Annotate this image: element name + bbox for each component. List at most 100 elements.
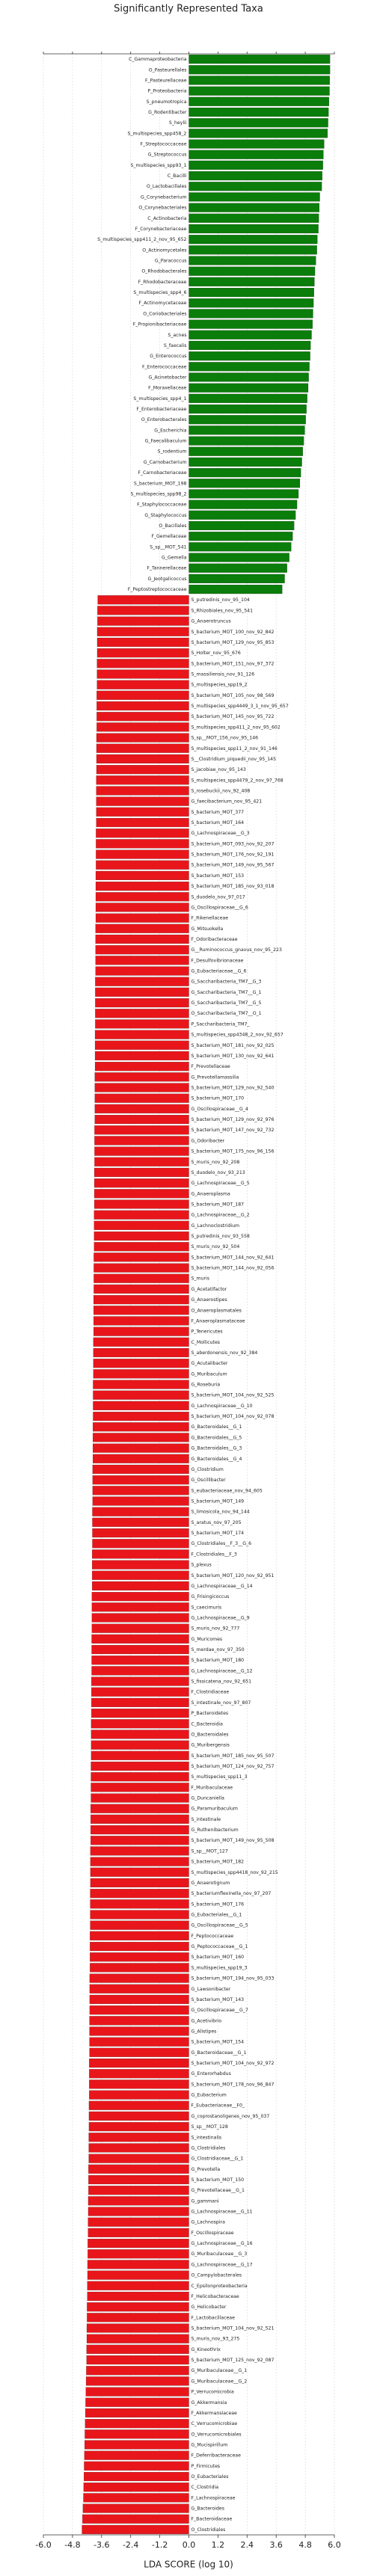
category-label: O_Saccharibacteria_TM7__O_1 <box>191 1011 262 1016</box>
category-label: S_bacterium_MOT_130_nov_92_641 <box>191 1054 275 1059</box>
category-label: S_bacterium_MOT_100_nov_92_842 <box>191 630 275 635</box>
category-label: G_Eubacteriales__G_1 <box>191 1913 242 1918</box>
bar <box>90 1931 189 1940</box>
category-label: G_Lachnospiraceae__G_14 <box>191 1584 253 1589</box>
category-label: S_bacteriumflexinella_nov_97_207 <box>191 1891 272 1896</box>
category-label: F_Propionibacteriaceae <box>133 322 187 328</box>
bar <box>96 860 189 870</box>
bar <box>188 542 292 552</box>
bar <box>94 1210 189 1220</box>
category-label: P_Firmicutes <box>191 2464 221 2469</box>
category-label: G_Lawsonibacter <box>191 1987 231 1992</box>
bar <box>88 2196 189 2206</box>
bar <box>89 1994 189 2004</box>
category-label: G_Muribaculaceae__G_1 <box>191 2368 248 2373</box>
bar <box>86 2355 189 2365</box>
category-label: S_muris_nov_92_504 <box>191 1244 240 1249</box>
bar <box>88 2133 189 2142</box>
category-label: F_Staphylococcaceae <box>137 502 187 508</box>
category-label: S_multispecies_spp4418_nov_92_215 <box>191 1870 278 1875</box>
bar <box>89 2005 189 2015</box>
category-label: G_Mucispirillum <box>191 2442 228 2447</box>
category-label: O_Anaeroplasmatales <box>191 1308 242 1313</box>
category-label: S_bacterium_MOT_176 <box>191 1902 245 1907</box>
bar <box>93 1369 189 1379</box>
bar <box>91 1634 189 1644</box>
bar <box>88 2239 189 2248</box>
bar <box>96 754 189 763</box>
category-label: F_Lactobacillaceae <box>191 2315 236 2320</box>
bar <box>95 913 189 923</box>
bar <box>87 2270 189 2280</box>
category-label: S_jacobiae_nov_95_143 <box>191 767 246 772</box>
bar <box>96 680 189 689</box>
category-label: G_Muribaculum <box>191 1371 227 1377</box>
bar <box>94 1316 189 1326</box>
bar <box>85 2419 189 2429</box>
bar <box>87 2281 189 2290</box>
category-label: G_Roseburia <box>191 1383 221 1388</box>
category-label: S_sp__MOT_127 <box>191 1848 228 1854</box>
category-label: S_bacterium_MOT_147_nov_92_732 <box>191 1128 275 1133</box>
category-label: S_bacterium_MOT_125_nov_92_087 <box>191 2358 275 2363</box>
bar <box>94 1295 189 1305</box>
bar <box>82 2503 189 2513</box>
category-label: S_multispecies_spp4_1 <box>133 396 186 402</box>
category-label: S_bacterium_MOT_124_nov_92_757 <box>191 1764 275 1769</box>
bar <box>92 1507 189 1516</box>
bar <box>96 786 189 796</box>
category-label: G_Jeotgalicoccus <box>147 577 186 582</box>
category-label: F_Rikenellaceae <box>191 916 229 921</box>
bar <box>91 1783 189 1792</box>
bar <box>89 1984 189 1994</box>
bar <box>88 2217 189 2227</box>
bar <box>95 966 189 976</box>
bar <box>188 520 295 531</box>
bar <box>94 1284 189 1294</box>
bar <box>91 1730 189 1739</box>
category-label: S_massiliensis_nov_91_126 <box>191 672 255 677</box>
category-label: S_bacterium_MOT_185_nov_93_018 <box>191 884 275 889</box>
category-label: S_bacterium_MOT_144_nov_92_641 <box>191 1255 275 1260</box>
bar <box>88 2249 189 2259</box>
bar <box>93 1380 189 1389</box>
bar <box>188 65 331 75</box>
category-label: F_Eubacteriaceae__F0_ <box>191 2103 245 2109</box>
bar <box>88 2164 189 2174</box>
bar <box>87 2260 189 2269</box>
bar <box>89 2016 189 2026</box>
category-label: O_Clostridiales <box>191 2527 226 2533</box>
bar <box>89 2069 189 2079</box>
x-tick-label: 2.4 <box>241 2540 254 2550</box>
bar <box>188 266 316 276</box>
bar <box>188 436 304 446</box>
category-label: S_muris_nov_93_275 <box>191 2337 240 2342</box>
category-label: S_bacterium_MOT_105_nov_98_569 <box>191 693 275 698</box>
x-tick-label: 4.8 <box>298 2540 312 2550</box>
category-label: F_Odoribacteraceae <box>191 937 238 942</box>
category-label: G_Carnobacterium <box>144 460 187 465</box>
category-label: S_bacterium_MOT_149 <box>191 1499 245 1504</box>
bar <box>188 150 324 159</box>
bar <box>188 446 303 456</box>
bar <box>91 1709 189 1718</box>
category-label: G_Saccharibacteria_TM7__G_1 <box>191 990 262 995</box>
category-label: F_Enterobacteriaceae <box>136 407 186 412</box>
category-label: O_Bacteroidales <box>191 1732 229 1737</box>
category-label: P_Verrucomicrobia <box>191 2390 234 2395</box>
bar <box>188 489 299 499</box>
category-label: F_Anaeroplasmataceae <box>191 1318 245 1324</box>
category-label: G_Lachnospiraceae__G_9 <box>191 1615 250 1620</box>
bar <box>88 2143 189 2153</box>
bar <box>93 1401 189 1410</box>
category-label: S_bacterium_MOT_181_nov_92_025 <box>191 1043 275 1048</box>
bar <box>96 807 189 817</box>
category-label: S_intestinalis <box>191 2135 222 2140</box>
category-label: G_Mitsuokella <box>191 926 224 932</box>
bar <box>92 1570 189 1580</box>
bar <box>188 86 330 96</box>
bar <box>188 393 307 403</box>
category-label: G_Frisingicoccus <box>191 1594 230 1599</box>
category-label: G_gammani <box>191 2198 219 2204</box>
category-label: O_Coriobacteriales <box>143 311 186 316</box>
